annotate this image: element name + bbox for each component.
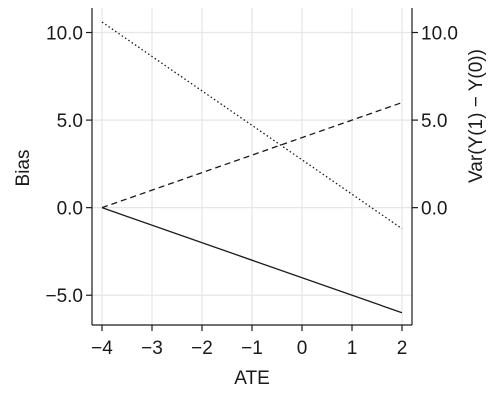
axes bbox=[86, 8, 418, 331]
series-line-solid bbox=[101, 207, 403, 314]
x-axis-title: ATE bbox=[234, 368, 270, 389]
x-tick-label: 0 bbox=[297, 338, 308, 359]
y-axis-title: Bias bbox=[13, 150, 34, 187]
x-tick-label: −3 bbox=[141, 338, 163, 359]
series-lines bbox=[101, 21, 403, 314]
y-tick-label-left: 0.0 bbox=[57, 199, 83, 220]
series-line-dashed bbox=[101, 101, 403, 209]
tick-labels: −4 −3 −2 −1 0 1 2 −5.0 0.0 5.0 10.0 0.0 5.0 10.0 bbox=[45, 24, 458, 359]
series-line-dotted bbox=[101, 21, 403, 230]
y-tick-label-left: 5.0 bbox=[57, 111, 83, 132]
gridlines bbox=[92, 8, 412, 325]
x-tick-label: −4 bbox=[91, 338, 113, 359]
y-axis-right-title: Var(Y(1) − Y(0)) bbox=[466, 49, 487, 183]
y-tick-label-left: 10.0 bbox=[46, 24, 83, 45]
y-tick-label-right: 5.0 bbox=[421, 111, 447, 132]
x-tick-label: −1 bbox=[241, 338, 263, 359]
x-tick-label: 2 bbox=[397, 338, 408, 359]
y-tick-label-left: −5.0 bbox=[45, 286, 83, 307]
x-tick-label: 1 bbox=[347, 338, 358, 359]
y-tick-label-right: 0.0 bbox=[421, 199, 447, 220]
x-tick-label: −2 bbox=[191, 338, 213, 359]
y-tick-label-right: 10.0 bbox=[421, 24, 458, 45]
